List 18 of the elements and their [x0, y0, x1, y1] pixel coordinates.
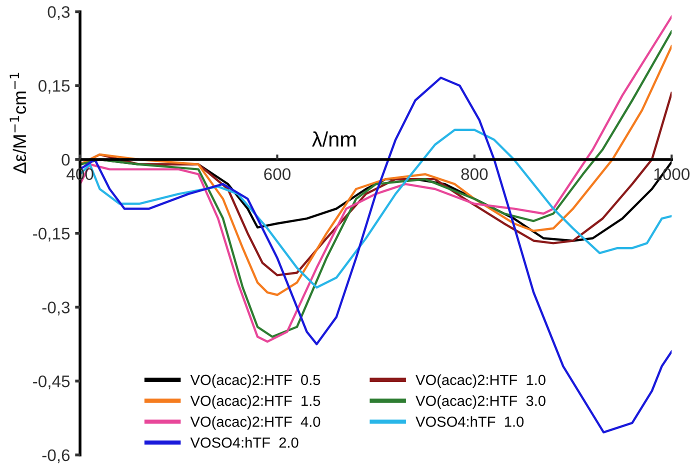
y-tick-label: -0,6 [42, 449, 70, 464]
legend-label: VO(acac)2:HTF 4.0 [190, 416, 320, 430]
y-tick-label: -0,3 [42, 302, 70, 316]
x-tick-label: 800 [461, 168, 488, 180]
x-axis-title: λ/nm [312, 131, 356, 147]
legend-label: VOSO4:hTF 2.0 [190, 437, 298, 448]
legend-label: VO(acac)2:HTF 0.5 [190, 374, 320, 388]
y-tick-label: 0 [62, 154, 70, 166]
y-tick-label: -0,15 [33, 228, 70, 242]
legend-label: VO(acac)2:HTF 1.5 [190, 395, 320, 409]
y-tick-label: 0,3 [48, 6, 70, 20]
legend-label: VO(acac)2:HTF 1.0 [416, 374, 546, 388]
x-tick-label: 600 [264, 168, 290, 180]
legend-label: VOSO4:hTF 1.0 [416, 416, 524, 427]
y-axis-title: Δε/M$^{−1}$cm$^{−1}$ [10, 72, 26, 174]
legend-label: VO(acac)2:HTF 3.0 [416, 395, 546, 409]
y-tick-label: 0,15 [38, 80, 70, 94]
y-tick-label: -0,45 [33, 375, 70, 390]
